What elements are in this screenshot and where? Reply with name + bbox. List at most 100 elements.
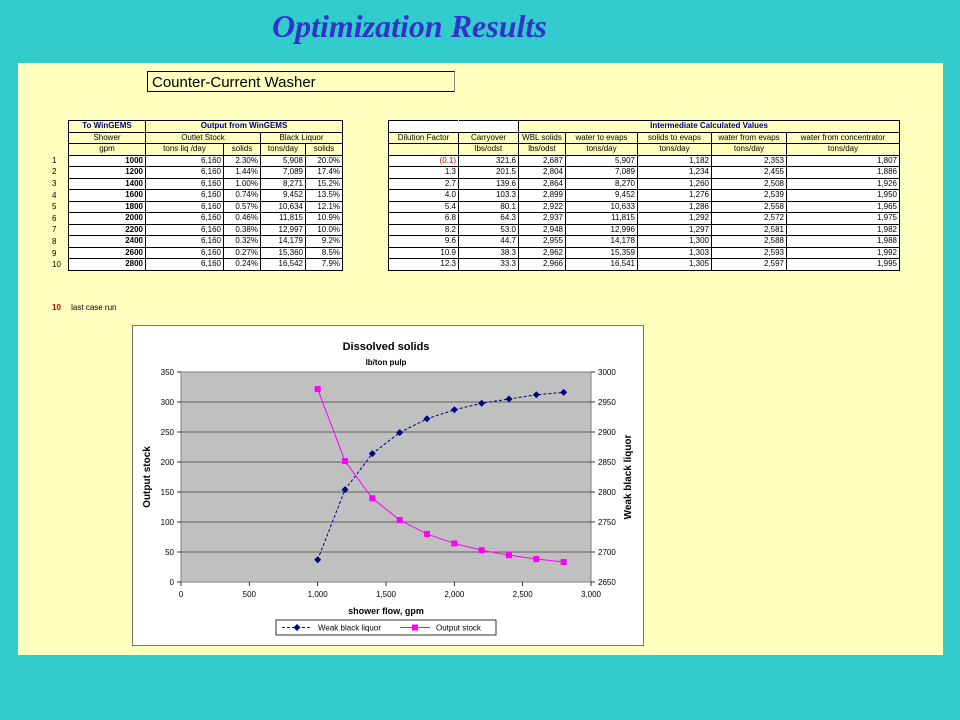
table-cell[interactable]: 15,359 xyxy=(565,246,638,259)
table-cell[interactable]: 10.9% xyxy=(304,212,344,225)
table-cell[interactable]: 1,950 xyxy=(785,189,901,202)
table-cell[interactable]: 10,634 xyxy=(260,200,306,213)
table-cell[interactable]: 0.24% xyxy=(223,258,261,271)
table-cell[interactable]: 9,452 xyxy=(260,189,306,202)
table-cell[interactable]: 2200 xyxy=(68,223,146,236)
table-cell[interactable]: 1,992 xyxy=(785,246,901,259)
table-cell[interactable]: 2,588 xyxy=(711,235,787,248)
table-cell[interactable]: 5,907 xyxy=(565,154,638,167)
table-cell[interactable]: 9.6 xyxy=(388,235,459,248)
table-cell[interactable]: 6,160 xyxy=(145,212,224,225)
table-cell[interactable]: 2,962 xyxy=(518,246,566,259)
table-cell[interactable]: 9,452 xyxy=(565,189,638,202)
table-cell[interactable]: 7,089 xyxy=(565,166,638,179)
table-cell[interactable]: 2,687 xyxy=(518,154,566,167)
table-cell[interactable]: 2,922 xyxy=(518,200,566,213)
table-cell[interactable]: 9.2% xyxy=(304,235,344,248)
table-cell[interactable]: 0.27% xyxy=(223,246,261,259)
table-cell[interactable]: 10,633 xyxy=(565,200,638,213)
table-cell[interactable]: 1,965 xyxy=(785,200,901,213)
table-cell[interactable]: 2000 xyxy=(68,212,146,225)
table-cell[interactable]: 2400 xyxy=(68,235,146,248)
table-cell[interactable]: 0.32% xyxy=(223,235,261,248)
table-cell[interactable]: 2800 xyxy=(68,258,146,271)
table-cell[interactable]: (0.1) xyxy=(388,154,459,167)
table-cell[interactable]: 1.3 xyxy=(388,166,459,179)
table-cell[interactable]: 2,353 xyxy=(711,154,787,167)
table-cell[interactable]: 1,886 xyxy=(785,166,901,179)
table-cell[interactable]: 2600 xyxy=(68,246,146,259)
table-cell[interactable]: 1,995 xyxy=(785,258,901,271)
table-cell[interactable]: 2,539 xyxy=(711,189,787,202)
table-cell[interactable]: 2,593 xyxy=(711,246,787,259)
table-cell[interactable]: 1,297 xyxy=(637,223,712,236)
table-cell[interactable]: 1.44% xyxy=(223,166,261,179)
table-cell[interactable]: 44.7 xyxy=(458,235,519,248)
table-cell[interactable]: 6,160 xyxy=(145,166,224,179)
table-cell[interactable]: 11,815 xyxy=(565,212,638,225)
table-cell[interactable]: 6,160 xyxy=(145,177,224,190)
table-cell[interactable]: 139.6 xyxy=(458,177,519,190)
table-cell[interactable]: 2,455 xyxy=(711,166,787,179)
table-cell[interactable]: 38.3 xyxy=(458,246,519,259)
table-cell[interactable]: 1800 xyxy=(68,200,146,213)
table-cell[interactable]: 13.5% xyxy=(304,189,344,202)
table-cell[interactable]: 5,908 xyxy=(260,154,306,167)
table-cell[interactable]: 6,160 xyxy=(145,235,224,248)
table-cell[interactable]: 6,160 xyxy=(145,258,224,271)
table-cell[interactable]: 15,360 xyxy=(260,246,306,259)
table-cell[interactable]: 4.0 xyxy=(388,189,459,202)
table-cell[interactable]: 53.0 xyxy=(458,223,519,236)
table-cell[interactable]: 1000 xyxy=(68,154,146,167)
table-cell[interactable]: 1,286 xyxy=(637,200,712,213)
table-cell[interactable]: 2,804 xyxy=(518,166,566,179)
table-cell[interactable]: 2.30% xyxy=(223,154,261,167)
table-cell[interactable]: 7,089 xyxy=(260,166,306,179)
table-cell[interactable]: 2,864 xyxy=(518,177,566,190)
table-cell[interactable]: 2,937 xyxy=(518,212,566,225)
table-cell[interactable]: 2,899 xyxy=(518,189,566,202)
table-cell[interactable]: 1,926 xyxy=(785,177,901,190)
table-cell[interactable]: 201.5 xyxy=(458,166,519,179)
table-cell[interactable]: 12,997 xyxy=(260,223,306,236)
table-cell[interactable]: 1,300 xyxy=(637,235,712,248)
table-cell[interactable]: 1,975 xyxy=(785,212,901,225)
table-cell[interactable]: 1,260 xyxy=(637,177,712,190)
table-cell[interactable]: 2,558 xyxy=(711,200,787,213)
table-cell[interactable]: 14,178 xyxy=(565,235,638,248)
table-cell[interactable]: 12.3 xyxy=(388,258,459,271)
table-cell[interactable]: 2,948 xyxy=(518,223,566,236)
table-cell[interactable]: 321.6 xyxy=(458,154,519,167)
table-cell[interactable]: 16,542 xyxy=(260,258,306,271)
table-cell[interactable]: 2,572 xyxy=(711,212,787,225)
table-cell[interactable]: 8.5% xyxy=(304,246,344,259)
table-cell[interactable]: 80.1 xyxy=(458,200,519,213)
table-cell[interactable]: 0.38% xyxy=(223,223,261,236)
table-cell[interactable]: 0.46% xyxy=(223,212,261,225)
table-cell[interactable]: 15.2% xyxy=(304,177,344,190)
table-cell[interactable]: 2,955 xyxy=(518,235,566,248)
table-cell[interactable]: 12.1% xyxy=(304,200,344,213)
table-cell[interactable]: 8,270 xyxy=(565,177,638,190)
table-cell[interactable]: 8,271 xyxy=(260,177,306,190)
table-cell[interactable]: 0.57% xyxy=(223,200,261,213)
table-cell[interactable]: 1,182 xyxy=(637,154,712,167)
table-cell[interactable]: 2.7 xyxy=(388,177,459,190)
table-cell[interactable]: 2,508 xyxy=(711,177,787,190)
table-cell[interactable]: 1600 xyxy=(68,189,146,202)
table-cell[interactable]: 6,160 xyxy=(145,246,224,259)
table-cell[interactable]: 6,160 xyxy=(145,189,224,202)
table-cell[interactable]: 6,160 xyxy=(145,200,224,213)
table-cell[interactable]: 1400 xyxy=(68,177,146,190)
table-cell[interactable]: 1,988 xyxy=(785,235,901,248)
table-cell[interactable]: 10.9 xyxy=(388,246,459,259)
table-cell[interactable]: 2,581 xyxy=(711,223,787,236)
table-cell[interactable]: 1,234 xyxy=(637,166,712,179)
table-cell[interactable]: 6,160 xyxy=(145,154,224,167)
table-cell[interactable]: 1,305 xyxy=(637,258,712,271)
table-cell[interactable]: 1,276 xyxy=(637,189,712,202)
table-cell[interactable]: 8.2 xyxy=(388,223,459,236)
table-cell[interactable]: 1200 xyxy=(68,166,146,179)
table-cell[interactable]: 6.8 xyxy=(388,212,459,225)
table-cell[interactable]: 1,303 xyxy=(637,246,712,259)
